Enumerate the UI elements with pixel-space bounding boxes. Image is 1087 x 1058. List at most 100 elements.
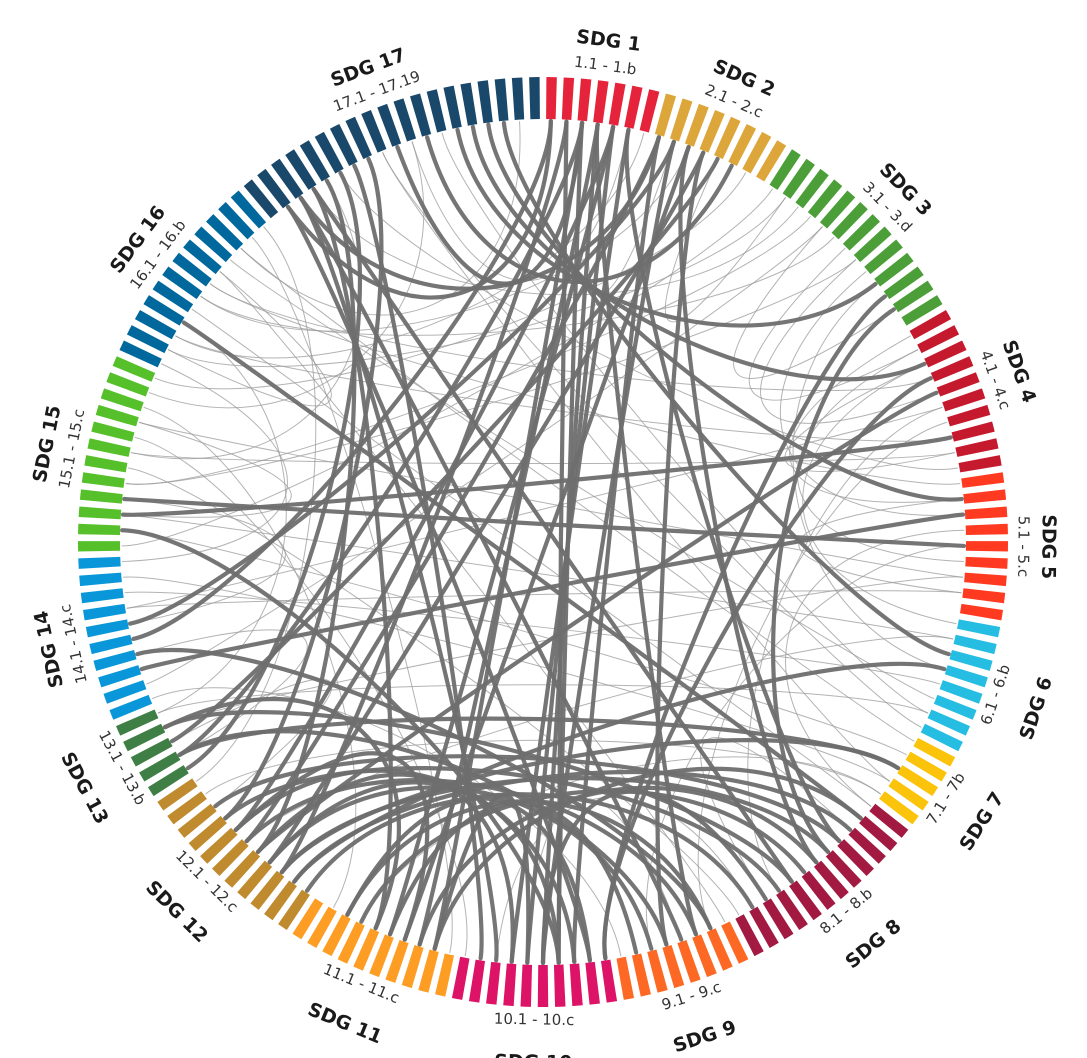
sdg11-target-segment — [353, 928, 380, 971]
sdg3-target-segment — [819, 190, 856, 229]
sdg11-target-segment — [369, 934, 394, 978]
strong-link — [425, 135, 734, 284]
sdg17-target-segment — [426, 89, 447, 133]
strong-link — [213, 754, 842, 844]
sdg5-target-segment — [963, 489, 1007, 504]
sdg8-target-segment — [789, 880, 822, 921]
sdg17-target-segment — [243, 179, 279, 219]
strong-link — [311, 186, 393, 931]
sdg17-target-segment — [494, 78, 509, 122]
sdg17-target-segment — [460, 82, 478, 126]
sdg16-target-segment — [230, 190, 267, 229]
strong-link — [486, 122, 964, 502]
sdg17-target-segment — [529, 77, 540, 120]
sdg14-target-segment — [98, 665, 142, 688]
sdg17-target-segment — [257, 168, 291, 209]
faint-link — [125, 259, 857, 485]
sdg14-target-segment — [109, 694, 153, 720]
strong-link — [177, 120, 585, 757]
sdg4-target-segment — [924, 340, 967, 368]
sdg5-target-segment — [965, 523, 1008, 535]
sdg8-target-segment — [848, 827, 886, 864]
strong-link — [267, 785, 654, 951]
sdg4-target-segment — [951, 421, 995, 442]
strong-link — [162, 710, 794, 884]
sdg15-target-segment — [106, 372, 150, 397]
sdg9-target-segment — [677, 939, 701, 983]
sdg8-target-segment — [776, 889, 808, 931]
faint-link — [733, 226, 895, 379]
sdg16-target-segment — [206, 214, 244, 251]
sdg6-target-segment — [957, 619, 1001, 638]
sdg13-target-segment — [115, 709, 159, 736]
faint-link — [125, 216, 811, 485]
faint-link — [441, 132, 929, 714]
sdg12-target-segment — [157, 778, 198, 811]
sdg17-target-segment — [271, 158, 304, 199]
target-segment-ring — [78, 77, 1008, 1008]
sdg10-target-segment — [585, 961, 600, 1005]
sdg3-target-segment — [901, 295, 943, 326]
faint-link — [131, 452, 955, 464]
sdg11-target-segment — [322, 914, 351, 957]
sdg2-target-segment — [684, 103, 709, 147]
sdg10-label: SDG 10 — [494, 1051, 573, 1058]
sdg2-target-segment — [714, 116, 741, 160]
sdg11-target-segment — [401, 945, 424, 989]
strong-link — [359, 788, 807, 924]
sdg14-target-segment — [79, 572, 122, 587]
faint-link — [246, 635, 954, 842]
strong-link — [395, 120, 585, 286]
strong-link — [304, 792, 755, 910]
sdg5-target-segment — [965, 541, 1008, 552]
sdg17-target-segment — [345, 116, 372, 160]
sdg5-target-range: 5.1 - 5.c — [1014, 516, 1033, 578]
faint-link — [209, 283, 932, 391]
sdg14-target-segment — [78, 556, 121, 569]
sdg1-target-segment — [546, 77, 557, 120]
sdg8-target-segment — [762, 898, 794, 940]
sdg15-target-segment — [78, 506, 122, 520]
strong-link — [135, 647, 713, 931]
sdg15-target-segment — [112, 356, 156, 382]
faint-link — [143, 406, 357, 908]
strong-link — [352, 163, 484, 961]
sdg1-target-segment — [639, 89, 660, 133]
faint-link — [789, 335, 963, 503]
sdg13-target-segment — [130, 737, 173, 767]
sdg15-target-segment — [84, 455, 128, 473]
sdg17-target-segment — [443, 85, 462, 129]
sdg15-target-segment — [100, 388, 144, 412]
strong-link — [120, 528, 561, 965]
faint-link — [122, 514, 954, 640]
sdg15-target-segment — [81, 472, 125, 488]
sdg8-target-segment — [859, 815, 898, 852]
sdg17-target-segment — [299, 140, 330, 182]
sdg2-target-segment — [756, 140, 787, 182]
sdg3-target-segment — [853, 226, 892, 263]
faint-link — [797, 349, 965, 563]
sdg6-target-segment — [933, 694, 977, 720]
sdg2-target-segment — [699, 110, 725, 153]
sdg3-target-segment — [842, 214, 880, 251]
faint-link — [124, 591, 940, 685]
sdg15-target-segment — [79, 489, 123, 504]
strong-link — [120, 435, 953, 517]
faint-link — [798, 498, 963, 594]
faint-link — [697, 421, 948, 929]
strong-link — [509, 127, 631, 964]
strong-link — [181, 320, 863, 821]
sdg2-target-segment — [728, 123, 757, 167]
sdg10-target-segment — [553, 964, 566, 1007]
sdg3-target-segment — [831, 202, 868, 240]
sdg17-target-segment — [477, 80, 493, 124]
sdg5-target-segment — [964, 572, 1007, 587]
sdg15-target-segment — [95, 404, 139, 427]
sdg10-target-segment — [569, 963, 583, 1007]
strong-link — [185, 170, 363, 771]
sdg1-target-segment — [561, 77, 575, 120]
faint-link — [122, 576, 890, 782]
faint-link — [126, 590, 962, 609]
sdg6-target-segment — [953, 634, 997, 655]
